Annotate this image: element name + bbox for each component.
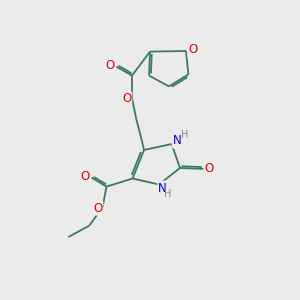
Text: N: N (158, 182, 167, 195)
Text: O: O (188, 43, 197, 56)
Text: O: O (205, 162, 214, 176)
Text: H: H (164, 189, 172, 199)
Text: O: O (80, 170, 89, 183)
Text: O: O (122, 92, 131, 106)
Text: H: H (181, 130, 188, 140)
Text: O: O (93, 202, 102, 215)
Text: O: O (105, 59, 114, 72)
Text: N: N (172, 134, 182, 148)
